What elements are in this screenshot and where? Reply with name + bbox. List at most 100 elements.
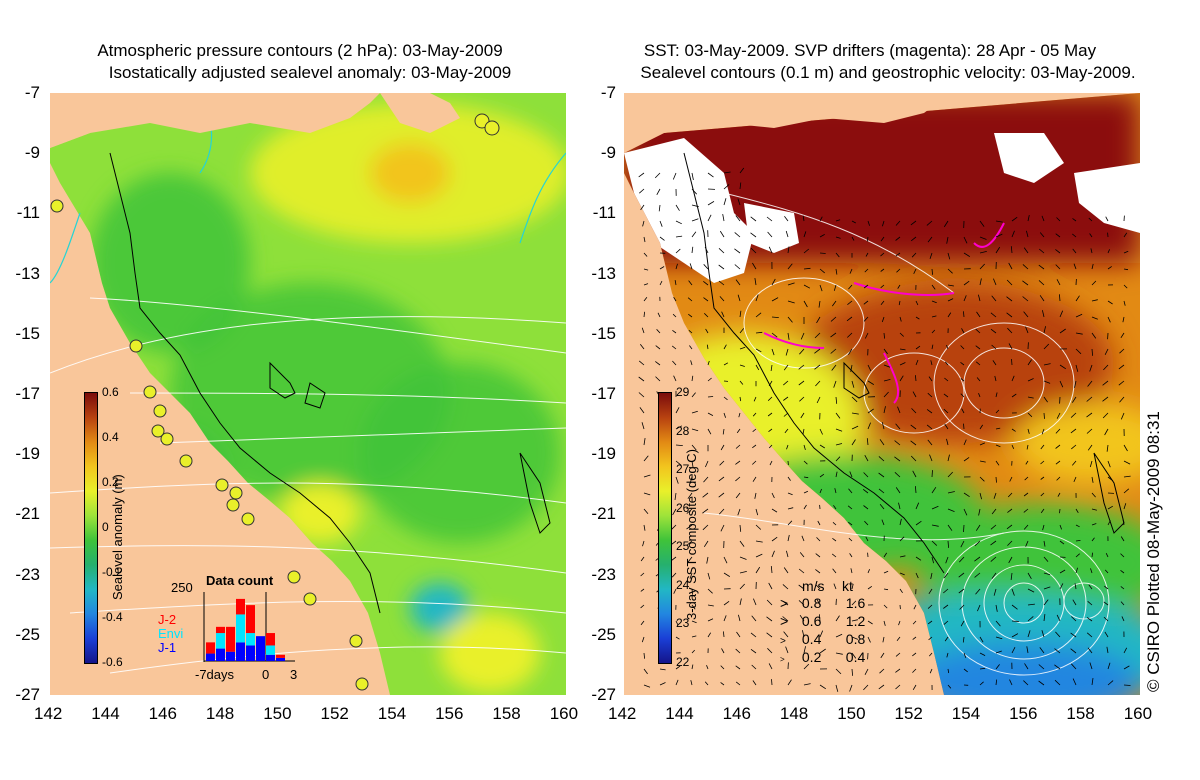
velocity-arrow xyxy=(803,490,809,494)
velocity-arrow xyxy=(704,681,709,686)
velocity-arrow xyxy=(959,556,965,563)
velocity-arrow xyxy=(691,375,694,382)
velocity-arrow xyxy=(739,364,745,367)
velocity-arrow xyxy=(798,568,805,574)
velocity-arrow xyxy=(927,439,933,446)
velocity-arrow xyxy=(707,214,712,222)
velocity-arrow xyxy=(783,396,789,401)
velocity-arrow xyxy=(800,332,805,340)
velocity-arrow xyxy=(995,460,1000,466)
right-title-line2: Sealevel contours (0.1 m) and geostrophi… xyxy=(640,63,1136,82)
velocity-arrow xyxy=(671,572,677,578)
velocity-arrow xyxy=(931,524,939,527)
velocity-arrow xyxy=(947,284,954,287)
velocity-arrow xyxy=(895,423,901,430)
velocity-arrow xyxy=(995,392,998,398)
velocity-arrow xyxy=(863,684,869,691)
velocity-arrow xyxy=(990,524,997,530)
velocity-arrow xyxy=(910,455,917,462)
velocity-arrow xyxy=(1008,556,1013,564)
velocity-arrow xyxy=(850,364,853,372)
velocity-arrow xyxy=(883,406,886,414)
velocity-arrow xyxy=(1027,359,1032,366)
velocity-arrow xyxy=(1075,553,1080,558)
velocity-arrow xyxy=(689,263,693,270)
velocity-key-row: > 0.8 1.6 xyxy=(780,595,865,611)
velocity-arrow xyxy=(1089,233,1093,238)
velocity-arrow xyxy=(707,632,712,638)
velocity-arrow xyxy=(896,636,901,642)
velocity-arrow xyxy=(707,377,712,382)
velocity-arrow xyxy=(706,344,709,350)
velocity-arrow xyxy=(898,620,901,626)
velocity-arrow xyxy=(1022,264,1029,270)
velocity-arrow xyxy=(994,375,997,382)
velocity-arrow xyxy=(979,492,982,500)
velocity-arrow xyxy=(1040,460,1045,465)
velocity-arrow xyxy=(767,396,773,401)
velocity-arrow xyxy=(1071,460,1077,466)
velocity-arrow xyxy=(878,472,885,478)
velocity-arrow xyxy=(946,344,949,350)
velocity-arrow xyxy=(991,295,997,302)
velocity-arrow xyxy=(752,476,757,482)
velocity-arrow xyxy=(707,396,714,398)
velocity-arrow xyxy=(638,376,645,382)
velocity-arrow xyxy=(946,652,949,658)
velocity-arrow xyxy=(899,332,904,337)
velocity-arrow xyxy=(928,588,933,595)
velocity-arrow xyxy=(787,263,793,270)
velocity-arrow xyxy=(915,359,919,366)
velocity-arrow xyxy=(643,668,648,675)
velocity-arrow xyxy=(847,505,853,510)
velocity-arrow xyxy=(963,508,968,516)
velocity-arrow xyxy=(766,616,773,622)
velocity-arrow xyxy=(849,553,853,558)
velocity-arrow xyxy=(723,572,731,577)
velocity-arrow xyxy=(1023,680,1029,686)
velocity-arrow xyxy=(771,332,778,338)
velocity-arrow xyxy=(718,264,725,270)
velocity-arrow xyxy=(723,556,728,564)
velocity-arrow xyxy=(1007,327,1013,334)
velocity-arrow xyxy=(995,233,1003,238)
velocity-arrow xyxy=(755,524,762,530)
velocity-arrow xyxy=(833,505,837,510)
velocity-arrow xyxy=(705,328,709,334)
velocity-arrow xyxy=(1104,428,1109,436)
velocity-arrow xyxy=(688,280,693,286)
velocity-arrow xyxy=(704,246,709,254)
velocity-arrow xyxy=(1027,616,1034,622)
velocity-arrow xyxy=(896,268,901,273)
velocity-arrow xyxy=(752,460,757,465)
velocity-arrow xyxy=(979,251,987,254)
velocity-arrow xyxy=(643,455,649,462)
velocity-arrow xyxy=(755,508,759,516)
velocity-arrow xyxy=(963,492,970,498)
velocity-arrow xyxy=(835,412,841,419)
velocity-arrow xyxy=(787,520,793,526)
velocity-arrow xyxy=(1090,248,1093,254)
velocity-arrow xyxy=(803,248,810,254)
velocity-arrow xyxy=(675,425,683,430)
velocity-arrow xyxy=(835,633,843,638)
axis-tick-label: 150 xyxy=(263,704,292,723)
velocity-arrow xyxy=(739,556,747,560)
axis-tick-label: -13 xyxy=(15,263,40,283)
velocity-arrow xyxy=(1043,412,1045,419)
velocity-arrow xyxy=(835,252,840,258)
velocity-arrow xyxy=(1107,520,1111,526)
axis-tick-label: 142 xyxy=(34,704,63,723)
velocity-arrow xyxy=(899,555,906,558)
right-title-line1: SST: 03-May-2009. SVP drifters (magenta)… xyxy=(643,41,1097,60)
velocity-arrow xyxy=(816,396,821,404)
velocity-arrow xyxy=(1091,492,1096,498)
velocity-ms: 0.6 xyxy=(801,613,822,629)
velocity-arrow xyxy=(686,540,693,546)
velocity-arrow xyxy=(755,312,762,318)
velocity-arrow xyxy=(1091,508,1098,511)
cloud-mask xyxy=(624,93,1140,283)
velocity-arrow xyxy=(655,376,661,382)
velocity-arrow xyxy=(880,252,885,257)
velocity-arrow xyxy=(723,171,731,174)
